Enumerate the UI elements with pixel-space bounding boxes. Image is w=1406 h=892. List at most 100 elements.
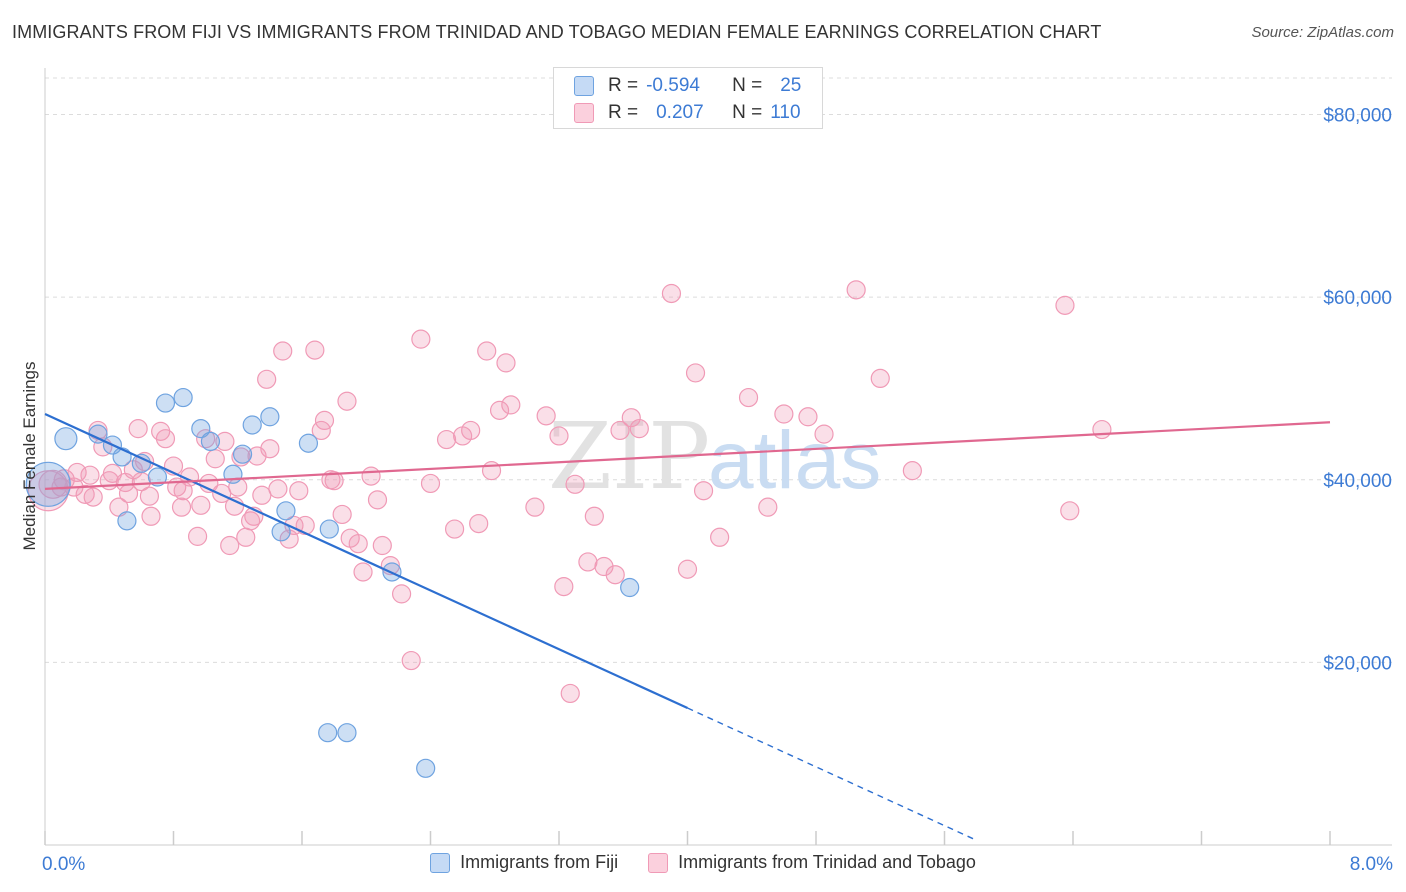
point-trinidad-tobago — [693, 481, 714, 501]
trend-line-fiji-extension — [687, 707, 977, 841]
point-trinidad-tobago — [661, 283, 682, 304]
trend-lines — [44, 413, 1331, 841]
point-trinidad-tobago — [902, 461, 922, 481]
point-trinidad-tobago — [814, 424, 834, 444]
point-trinidad-tobago — [461, 420, 481, 441]
series-fiji-points — [25, 387, 640, 778]
point-trinidad-tobago — [870, 368, 890, 389]
point-trinidad-tobago — [554, 576, 574, 597]
point-trinidad-tobago — [257, 369, 277, 389]
point-fiji — [147, 467, 168, 487]
watermark: ZIP atlas — [548, 403, 881, 510]
point-fiji — [54, 427, 78, 451]
n-label: N = — [732, 102, 763, 123]
point-trinidad-tobago — [710, 527, 730, 547]
point-trinidad-tobago — [332, 504, 352, 525]
point-trinidad-tobago — [444, 519, 465, 539]
point-trinidad-tobago — [141, 506, 161, 526]
trend-line-fiji — [44, 413, 688, 710]
n-label: N = — [732, 75, 763, 96]
legend-label-fiji: Immigrants from Fiji — [460, 852, 619, 872]
point-trinidad-tobago — [798, 407, 818, 427]
point-fiji — [117, 511, 137, 531]
point-trinidad-tobago — [128, 419, 148, 439]
point-trinidad-tobago — [215, 431, 235, 452]
point-fiji — [260, 407, 280, 427]
point-fiji — [173, 387, 193, 408]
source-label: Source: ZipAtlas.com — [1251, 24, 1394, 41]
point-trinidad-tobago — [289, 481, 309, 501]
n-value: 25 — [780, 75, 802, 96]
point-trinidad-tobago — [621, 408, 641, 428]
point-trinidad-tobago — [83, 487, 103, 507]
trend-line-trinidad-tobago — [44, 421, 1331, 490]
point-trinidad-tobago — [605, 565, 625, 585]
point-trinidad-tobago — [361, 466, 381, 486]
point-fiji — [298, 433, 319, 453]
point-trinidad-tobago — [187, 526, 208, 546]
point-fiji — [416, 758, 436, 778]
point-trinidad-tobago — [525, 497, 545, 517]
r-label: R = — [608, 102, 639, 123]
point-fiji — [200, 431, 221, 452]
point-trinidad-tobago — [372, 535, 392, 556]
point-fiji — [232, 444, 253, 464]
point-trinidad-tobago — [496, 353, 516, 373]
y-tick-label: $80,000 — [1323, 106, 1392, 127]
point-fiji — [276, 501, 296, 521]
x-tick-label: 8.0% — [1350, 854, 1393, 875]
point-trinidad-tobago — [536, 406, 556, 426]
chart-title: IMMIGRANTS FROM FIJI VS IMMIGRANTS FROM … — [12, 22, 1102, 42]
point-trinidad-tobago — [205, 449, 225, 469]
point-trinidad-tobago — [236, 527, 256, 547]
point-trinidad-tobago — [610, 420, 630, 441]
y-axis-label: Median Female Earnings — [20, 362, 39, 551]
point-fiji — [318, 723, 338, 743]
point-trinidad-tobago — [560, 683, 580, 704]
point-fiji — [25, 461, 71, 507]
point-fiji — [191, 419, 211, 439]
x-tick-label: 0.0% — [42, 854, 85, 875]
r-value: 0.207 — [656, 102, 704, 123]
point-trinidad-tobago — [677, 559, 698, 579]
point-trinidad-tobago — [295, 515, 315, 536]
point-trinidad-tobago — [411, 329, 431, 349]
point-trinidad-tobago — [436, 429, 457, 450]
point-trinidad-tobago — [268, 479, 288, 499]
point-trinidad-tobago — [171, 497, 192, 517]
point-trinidad-tobago — [337, 391, 357, 411]
point-trinidad-tobago — [367, 490, 388, 510]
point-trinidad-tobago — [774, 404, 794, 424]
point-trinidad-tobago — [1092, 419, 1112, 440]
point-fiji — [223, 464, 243, 484]
stats-row-fiji: R = -0.594 N = 25 — [574, 73, 801, 99]
tick-labels: $20,000 $40,000 $60,000 $80,000 0.0% 8.0% — [42, 106, 1393, 875]
point-trinidad-tobago — [1060, 501, 1080, 521]
point-trinidad-tobago — [260, 439, 280, 459]
point-trinidad-tobago — [305, 340, 325, 360]
point-trinidad-tobago — [501, 395, 521, 415]
stats-row-tt: R = 0.207 N = 110 — [574, 100, 801, 126]
point-trinidad-tobago — [155, 429, 176, 449]
point-trinidad-tobago — [353, 562, 373, 582]
legend: Immigrants from Fiji Immigrants from Tri… — [0, 852, 1406, 873]
point-trinidad-tobago — [549, 426, 569, 446]
point-trinidad-tobago — [685, 363, 706, 383]
point-trinidad-tobago — [477, 341, 497, 361]
point-trinidad-tobago — [578, 552, 598, 572]
tt-swatch — [574, 103, 594, 123]
axes — [44, 68, 1392, 846]
point-trinidad-tobago — [273, 341, 293, 361]
point-trinidad-tobago — [738, 387, 759, 408]
legend-item-fiji: Immigrants from Fiji — [430, 852, 618, 873]
r-label: R = — [608, 75, 639, 96]
point-trinidad-tobago — [139, 486, 160, 506]
point-fiji — [620, 577, 640, 598]
point-trinidad-tobago — [391, 584, 412, 604]
point-trinidad-tobago — [314, 410, 335, 431]
legend-swatch-fiji — [430, 852, 451, 873]
point-trinidad-tobago — [191, 495, 211, 515]
point-trinidad-tobago — [348, 534, 368, 554]
point-trinidad-tobago — [469, 513, 489, 534]
